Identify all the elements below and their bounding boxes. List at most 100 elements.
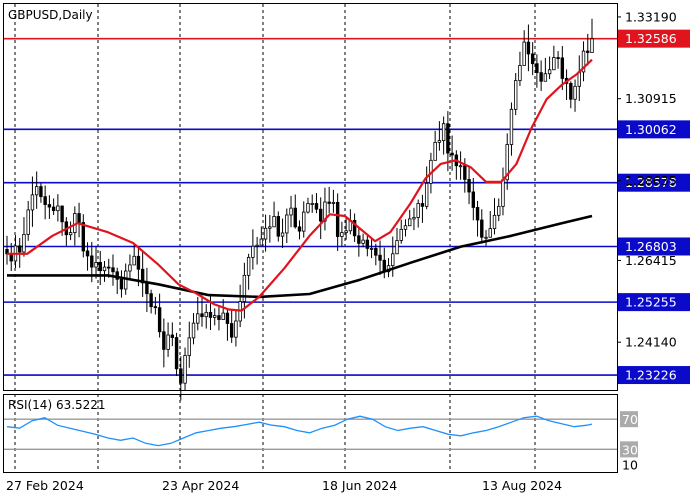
candle-body-70	[302, 211, 306, 232]
candle-body-41	[179, 368, 183, 384]
candle-53	[229, 310, 234, 343]
candle-body-33	[145, 282, 149, 295]
candle-body-46	[200, 313, 204, 318]
candle-123	[526, 24, 531, 72]
candle-body-113	[484, 236, 488, 239]
candle-85	[365, 235, 370, 257]
price-tick-label-0: 1.33190	[625, 9, 677, 24]
candle-body-107	[458, 165, 463, 168]
candle-46	[200, 295, 204, 327]
price-tick-label-2: 1.28635	[625, 173, 677, 188]
candle-body-10	[47, 204, 52, 208]
candle-body-20	[90, 255, 94, 268]
level-label-3: 1.26803	[625, 239, 677, 254]
candle-80	[344, 216, 348, 240]
candle-body-6	[30, 194, 35, 211]
candle-82	[352, 213, 357, 242]
level-tag-1	[618, 120, 690, 139]
candle-115	[492, 198, 497, 235]
candle-body-72	[310, 203, 314, 205]
candle-22	[98, 250, 102, 286]
candle-body-38	[166, 334, 170, 350]
candle-133	[569, 81, 573, 109]
candle-body-30	[132, 255, 136, 266]
candle-25	[111, 254, 115, 286]
candle-66	[285, 208, 289, 244]
candle-4	[22, 217, 26, 257]
ma-fast-line	[7, 58, 593, 312]
candle-body-21	[94, 262, 98, 268]
candle-body-138	[590, 38, 594, 53]
candle-30	[132, 243, 136, 266]
candle-body-17	[77, 213, 81, 223]
horizontal-levels: 1.32586 1.30062 1.28578 1.26803 1.25255 1.232…	[4, 29, 690, 385]
price-tick-label-3: 1.26415	[625, 253, 677, 268]
level-tag-3	[618, 237, 690, 256]
moving-averages	[7, 58, 593, 312]
candle-126	[539, 60, 543, 91]
rsi-label: RSI(14) 63.5221	[8, 398, 106, 412]
candle-body-93	[399, 228, 403, 241]
candle-7	[34, 171, 39, 209]
rsi-tick-label-2: 10	[622, 457, 638, 472]
candle-body-119	[509, 108, 514, 145]
candle-103	[441, 116, 446, 155]
candle-92	[395, 227, 399, 255]
candle-69	[297, 220, 302, 240]
candle-body-123	[526, 41, 531, 55]
candle-body-133	[569, 83, 573, 100]
candle-41	[179, 356, 183, 401]
level-tag-0	[618, 29, 690, 48]
candle-body-102	[437, 140, 442, 143]
candle-body-5	[26, 209, 30, 235]
candle-87	[374, 243, 378, 266]
candle-47	[204, 304, 208, 329]
rsi-line	[6, 415, 593, 447]
candle-19	[85, 242, 90, 271]
candle-18	[81, 214, 86, 258]
ma-slow-line	[7, 214, 593, 299]
candle-36	[157, 293, 162, 338]
candle-body-48	[208, 311, 213, 318]
candle-97	[416, 199, 420, 228]
candle-body-53	[229, 323, 234, 338]
candle-61	[263, 214, 268, 252]
candle-121	[518, 51, 522, 86]
candle-107	[458, 151, 463, 180]
candle-57	[246, 253, 251, 290]
candle-21	[94, 245, 98, 279]
candle-body-18	[81, 222, 86, 252]
candle-12	[56, 194, 60, 222]
candle-body-116	[497, 205, 501, 216]
candle-63	[272, 201, 276, 228]
candle-body-58	[251, 245, 255, 258]
candle-body-57	[246, 256, 251, 276]
candle-body-128	[547, 69, 552, 75]
candle-34	[149, 289, 153, 314]
candle-body-126	[539, 72, 543, 82]
candle-body-64	[276, 216, 281, 237]
level-label-5: 1.23226	[625, 368, 677, 383]
candle-74	[318, 197, 323, 240]
candle-94	[403, 219, 408, 237]
candle-body-12	[56, 205, 60, 212]
candle-body-112	[480, 219, 484, 238]
candle-102	[437, 121, 442, 151]
candle-129	[552, 45, 556, 71]
candle-body-23	[102, 266, 107, 272]
candle-112	[480, 209, 484, 244]
candle-86	[369, 237, 374, 259]
candle-body-3	[18, 245, 22, 253]
rsi-pane-border	[3, 394, 618, 473]
candle-body-24	[107, 266, 111, 269]
candle-99	[424, 166, 429, 210]
candle-body-50	[217, 315, 221, 320]
candle-body-122	[522, 41, 526, 66]
candle-body-32	[140, 268, 145, 284]
candle-body-59	[255, 244, 259, 247]
candle-body-22	[98, 262, 102, 272]
candle-6	[30, 176, 35, 227]
price-tick-label-4: 1.24140	[625, 335, 677, 350]
candle-body-120	[513, 80, 518, 110]
candle-body-69	[297, 226, 302, 232]
